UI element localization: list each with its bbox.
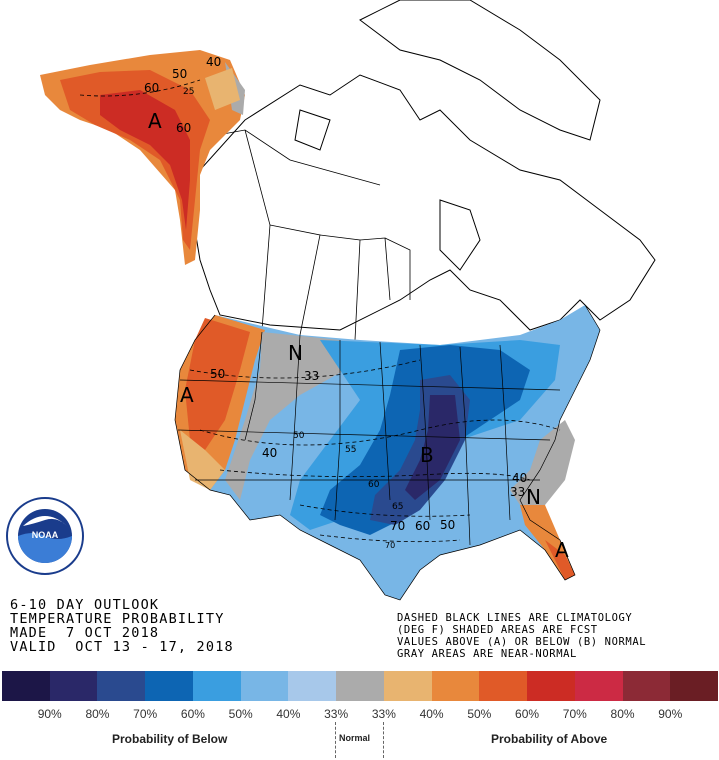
- legend-tick-10: 60%: [515, 707, 540, 721]
- legend-tick-4: 50%: [228, 707, 253, 721]
- notes-block: DASHED BLACK LINES ARE CLIMATOLOGY (DEG F…: [397, 612, 646, 660]
- label-ak-25: 25: [183, 87, 194, 97]
- legend-swatch-7: [336, 671, 384, 701]
- legend-tick-3: 60%: [180, 707, 205, 721]
- title-line-1: 6-10 DAY OUTLOOK: [10, 597, 160, 613]
- label-ak-50: 50: [172, 67, 187, 81]
- legend-swatch-10: [479, 671, 528, 701]
- label-N-north: N: [288, 341, 303, 365]
- legend-tick-9: 50%: [467, 707, 492, 721]
- label-n-33: 33: [304, 369, 319, 383]
- normal-caption: Normal: [339, 733, 371, 743]
- legend-swatch-5: [240, 671, 289, 701]
- tick-spacer: [2, 707, 26, 721]
- legend-tick-12: 80%: [610, 707, 635, 721]
- label-ak-60b: 60: [176, 121, 191, 135]
- climatology-lines: [79, 79, 561, 543]
- conus-shading: [175, 305, 600, 600]
- legend-swatch-4: [192, 671, 241, 701]
- legend-tick-8: 40%: [419, 707, 444, 721]
- legend-tick-6: 33%: [324, 707, 349, 721]
- legend-swatch-8: [383, 671, 432, 701]
- title-line-3: MADE 7 OCT 2018: [10, 625, 160, 641]
- note-line-4: GRAY AREAS ARE NEAR-NORMAL: [397, 648, 577, 660]
- noaa-logo-text: NOAA: [32, 530, 59, 540]
- note-line-3: VALUES ABOVE (A) OR BELOW (B) NORMAL: [397, 636, 647, 648]
- legend-swatch-12: [574, 671, 623, 701]
- legend-tick-7: 33%: [371, 707, 396, 721]
- label-c-50: 50: [293, 431, 305, 441]
- label-ak-40: 40: [206, 55, 221, 69]
- legend-tick-11: 70%: [562, 707, 587, 721]
- label-A-west: A: [180, 383, 194, 407]
- label-s-60: 60: [415, 519, 430, 533]
- label-c-55: 55: [345, 445, 356, 455]
- state-lines: [174, 304, 601, 601]
- legend-tick-5: 40%: [276, 707, 301, 721]
- legend-ticks: 90% 80% 70% 60% 50% 40% 33% 33% 40% 50% 60% 70% 80% 9…: [2, 707, 718, 721]
- label-se-33: 33: [510, 485, 525, 499]
- label-c-60: 60: [368, 480, 380, 490]
- legend-swatch-9: [431, 671, 480, 701]
- legend-swatch-13: [622, 671, 671, 701]
- legend-swatch-2: [97, 671, 146, 701]
- note-line-1: DASHED BLACK LINES ARE CLIMATOLOGY: [397, 612, 633, 624]
- legend-tick-13: 90%: [658, 707, 683, 721]
- legend-tick-0: 90%: [37, 707, 62, 721]
- noaa-logo: NOAA: [6, 497, 84, 575]
- title-line-2: TEMPERATURE PROBABILITY: [10, 611, 225, 627]
- legend-swatch-1: [49, 671, 98, 701]
- legend-tick-1: 80%: [85, 707, 110, 721]
- below-caption: Probability of Below: [112, 732, 228, 746]
- legend-swatch-6: [288, 671, 337, 701]
- label-N-southeast: N: [526, 485, 541, 509]
- label-A-florida: A: [555, 538, 569, 562]
- label-s-70b: 70: [385, 541, 395, 550]
- map-labels: A 50 40 60 60 25 A 50 40 N 33 50 55 60 B…: [144, 55, 569, 562]
- legend-swatch-11: [527, 671, 575, 701]
- outlook-map: A 50 40 60 60 25 A 50 40 N 33 50 55 60 B…: [40, 0, 656, 601]
- legend-swatch-14: [670, 671, 719, 701]
- label-s-65: 65: [392, 502, 403, 512]
- title-block: 6-10 DAY OUTLOOK TEMPERATURE PROBABILITY M…: [10, 598, 234, 654]
- label-ak-60a: 60: [144, 81, 159, 95]
- land-outline: [189, 0, 656, 331]
- label-se-40: 40: [512, 471, 527, 485]
- title-line-4: VALID OCT 13 - 17, 2018: [10, 639, 234, 655]
- label-A-alaska: A: [148, 109, 162, 133]
- label-s-50: 50: [440, 518, 455, 532]
- note-line-2: (DEG F) SHADED AREAS ARE FCST: [397, 624, 598, 636]
- legend-swatch-3: [145, 671, 193, 701]
- legend-tick-2: 70%: [133, 707, 158, 721]
- probability-legend: [2, 671, 719, 701]
- label-w-50: 50: [210, 367, 225, 381]
- alaska-shading: [40, 50, 245, 265]
- above-caption: Probability of Above: [491, 732, 608, 746]
- legend-divider-left: [335, 722, 336, 758]
- tick-spacer: [694, 707, 718, 721]
- legend-divider-right: [383, 722, 384, 758]
- label-s-70a: 70: [390, 519, 405, 533]
- label-B-center: B: [420, 443, 434, 467]
- label-w-40: 40: [262, 446, 277, 460]
- legend-swatch-0: [2, 671, 50, 701]
